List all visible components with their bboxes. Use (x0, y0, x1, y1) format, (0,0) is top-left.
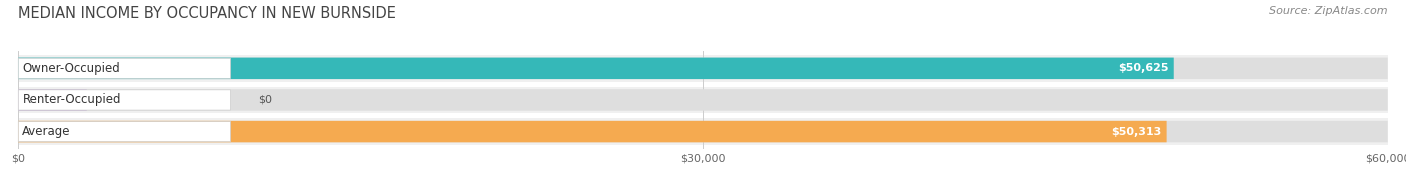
Text: Average: Average (22, 125, 70, 138)
FancyBboxPatch shape (18, 121, 1167, 142)
FancyBboxPatch shape (18, 90, 231, 110)
Text: $0: $0 (257, 95, 271, 105)
Text: MEDIAN INCOME BY OCCUPANCY IN NEW BURNSIDE: MEDIAN INCOME BY OCCUPANCY IN NEW BURNSI… (18, 6, 396, 21)
FancyBboxPatch shape (18, 58, 1388, 79)
FancyBboxPatch shape (18, 87, 1388, 113)
Text: Owner-Occupied: Owner-Occupied (22, 62, 120, 75)
Text: $50,313: $50,313 (1111, 127, 1161, 137)
FancyBboxPatch shape (18, 89, 87, 111)
Text: $50,625: $50,625 (1118, 63, 1168, 73)
FancyBboxPatch shape (18, 121, 1388, 142)
FancyBboxPatch shape (18, 89, 1388, 111)
FancyBboxPatch shape (18, 55, 1388, 82)
FancyBboxPatch shape (18, 58, 231, 78)
FancyBboxPatch shape (18, 118, 1388, 145)
Text: Renter-Occupied: Renter-Occupied (22, 93, 121, 106)
Text: Source: ZipAtlas.com: Source: ZipAtlas.com (1270, 6, 1388, 16)
FancyBboxPatch shape (18, 58, 1174, 79)
FancyBboxPatch shape (18, 122, 231, 142)
